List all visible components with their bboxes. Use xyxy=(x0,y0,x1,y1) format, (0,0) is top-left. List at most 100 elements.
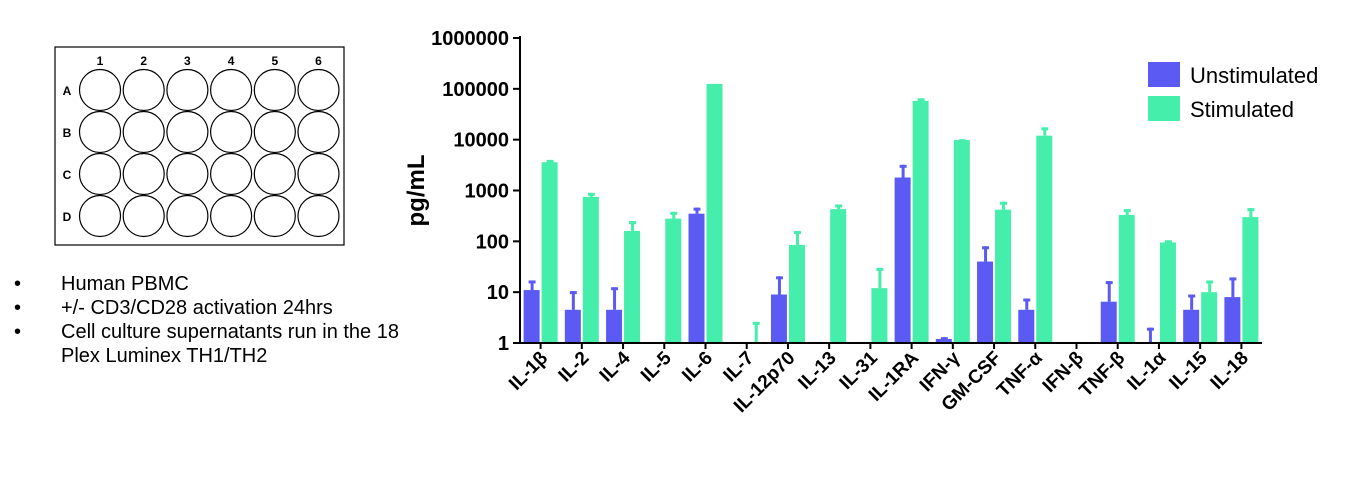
bar xyxy=(1201,292,1218,343)
plate-well xyxy=(166,194,209,238)
error-cap xyxy=(1146,327,1154,331)
x-tick-label: IL-1α xyxy=(1123,347,1170,394)
notes-item: • +/- CD3/CD28 activation 24hrs xyxy=(14,296,401,320)
plate-well xyxy=(297,110,340,154)
plate-well xyxy=(210,110,253,154)
x-tick-label: IL-15 xyxy=(1165,347,1212,394)
bar xyxy=(606,309,623,343)
plate-row-label: B xyxy=(63,126,72,140)
plate-well xyxy=(78,110,122,154)
plate-well xyxy=(166,110,209,154)
x-tick-label: IL-5 xyxy=(637,347,676,386)
plate-column-label: 2 xyxy=(140,54,147,68)
y-tick-label: 100 xyxy=(476,231,509,253)
x-tick-label: IL-4 xyxy=(596,347,635,386)
plate-well xyxy=(297,152,340,196)
error-cap xyxy=(1247,208,1255,212)
error-cap xyxy=(1000,201,1008,205)
error-bar xyxy=(1208,280,1212,293)
error-cap xyxy=(940,337,948,341)
error-cap xyxy=(793,230,801,234)
x-tick-label: IL-6 xyxy=(678,348,717,387)
error-bar xyxy=(1043,127,1047,136)
notes-item-text: +/- CD3/CD28 activation 24hrs xyxy=(61,297,333,319)
error-bar xyxy=(571,291,575,310)
error-bar xyxy=(1231,277,1235,298)
error-bar xyxy=(795,230,799,245)
plate-column-label: 6 xyxy=(315,54,322,68)
error-cap xyxy=(587,192,595,196)
y-axis-title: pg/mL xyxy=(403,155,430,227)
error-cap xyxy=(917,98,925,102)
error-bar xyxy=(672,211,676,219)
error-cap xyxy=(611,287,619,291)
x-tick-label: TNF-α xyxy=(993,347,1047,401)
plate-row-label: C xyxy=(63,168,72,182)
bar xyxy=(894,177,911,343)
bar xyxy=(665,218,682,343)
bar xyxy=(688,213,705,343)
error-cap xyxy=(835,204,843,208)
error-bar xyxy=(901,164,905,178)
x-tick-label: TNF-β xyxy=(1076,348,1130,402)
legend-label: Stimulated xyxy=(1190,97,1294,122)
legend-swatch xyxy=(1148,96,1180,121)
bar xyxy=(953,140,970,343)
plate-well xyxy=(166,68,209,112)
bar xyxy=(706,83,723,343)
notes-item-text: Cell culture supernatants run in the 18 … xyxy=(61,321,399,367)
error-bar xyxy=(631,221,635,231)
plate-well xyxy=(210,152,253,196)
bar xyxy=(1183,309,1200,343)
error-cap xyxy=(528,280,536,284)
error-cap xyxy=(958,139,966,143)
notes-item: • Human PBMC xyxy=(14,272,401,296)
error-cap xyxy=(1123,209,1131,213)
error-cap xyxy=(569,291,577,295)
bar xyxy=(564,309,581,343)
plate-well xyxy=(253,68,296,112)
notes-item: • Cell culture supernatants run in the 18… xyxy=(14,320,401,368)
notes-list: • Human PBMC • +/- CD3/CD28 activation 24h… xyxy=(14,272,401,368)
plate-well xyxy=(166,152,209,196)
error-cap xyxy=(546,159,554,163)
bar xyxy=(1242,217,1259,343)
plate-well xyxy=(122,194,165,238)
error-cap xyxy=(1188,294,1196,298)
y-tick-label: 1000 xyxy=(465,181,510,203)
legend-label: Unstimulated xyxy=(1190,63,1318,88)
error-bar xyxy=(878,267,882,289)
bar xyxy=(523,290,540,343)
bullet-icon: • xyxy=(14,321,22,343)
plate-well xyxy=(210,68,253,112)
plate-well xyxy=(297,68,340,112)
bar xyxy=(830,209,847,343)
bar xyxy=(935,338,952,343)
error-bar xyxy=(530,280,534,291)
bar xyxy=(1159,242,1176,343)
bar xyxy=(1224,297,1241,343)
error-cap xyxy=(982,246,990,250)
error-cap xyxy=(670,211,678,215)
plate-well xyxy=(210,194,253,238)
bar xyxy=(1100,301,1117,343)
plate-well xyxy=(253,110,296,154)
legend-swatch xyxy=(1148,62,1180,87)
bar xyxy=(1018,309,1035,343)
y-tick-label: 1 xyxy=(498,333,509,355)
error-cap xyxy=(1229,277,1237,281)
bar xyxy=(912,100,929,344)
plate-well xyxy=(78,68,122,112)
error-cap xyxy=(693,207,701,211)
x-tick-label: IL-1β xyxy=(505,348,552,395)
plate-row-label: D xyxy=(63,210,72,224)
bar xyxy=(541,162,558,343)
bar xyxy=(624,230,641,343)
error-cap xyxy=(1023,298,1031,302)
error-cap xyxy=(876,267,884,271)
error-cap xyxy=(1164,240,1172,244)
y-tick-label: 10 xyxy=(487,282,509,304)
error-bar xyxy=(613,287,617,310)
error-bar xyxy=(1107,281,1111,302)
